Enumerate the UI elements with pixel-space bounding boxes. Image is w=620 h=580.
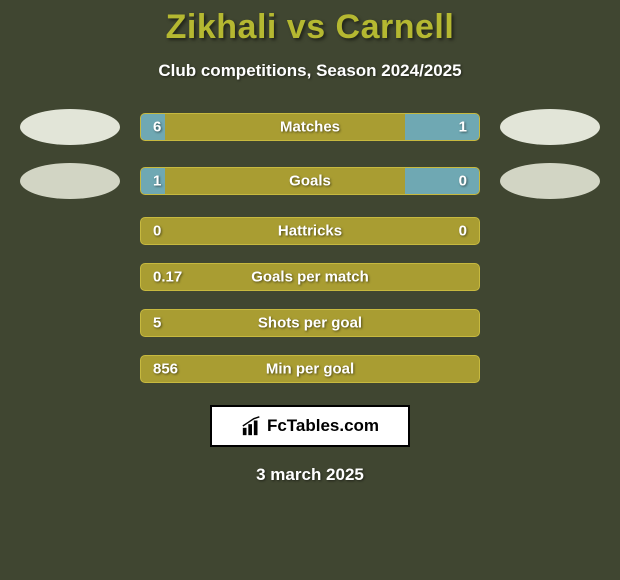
stat-label: Shots per goal bbox=[258, 315, 362, 332]
stat-row: 0.17 Goals per match bbox=[0, 263, 620, 291]
footer-date: 3 march 2025 bbox=[0, 465, 620, 485]
stat-label: Goals bbox=[289, 173, 331, 190]
stat-bar: 0 Hattricks 0 bbox=[140, 217, 480, 245]
stat-left-value: 856 bbox=[153, 361, 178, 378]
stat-row: 856 Min per goal bbox=[0, 355, 620, 383]
player-left-oval bbox=[20, 109, 120, 145]
stat-left-value: 0.17 bbox=[153, 269, 182, 286]
page-subtitle: Club competitions, Season 2024/2025 bbox=[0, 61, 620, 81]
comparison-infographic: Zikhali vs Carnell Club competitions, Se… bbox=[0, 0, 620, 485]
brand-text: FcTables.com bbox=[267, 416, 379, 436]
brand-logo: FcTables.com bbox=[210, 405, 410, 447]
stat-right-value: 0 bbox=[459, 173, 467, 190]
stat-label: Hattricks bbox=[278, 223, 342, 240]
bar-right-segment bbox=[405, 114, 479, 140]
stat-label: Goals per match bbox=[251, 269, 369, 286]
stat-right-value: 1 bbox=[459, 119, 467, 136]
stat-row: 0 Hattricks 0 bbox=[0, 217, 620, 245]
stat-left-value: 6 bbox=[153, 119, 161, 136]
page-title: Zikhali vs Carnell bbox=[0, 8, 620, 47]
stat-left-value: 1 bbox=[153, 173, 161, 190]
stat-row: 1 Goals 0 bbox=[0, 163, 620, 199]
stat-bar: 6 Matches 1 bbox=[140, 113, 480, 141]
bar-right-segment bbox=[405, 168, 479, 194]
stat-left-value: 5 bbox=[153, 315, 161, 332]
stat-right-value: 0 bbox=[459, 223, 467, 240]
player-right-oval bbox=[500, 163, 600, 199]
stat-row: 5 Shots per goal bbox=[0, 309, 620, 337]
player-left-oval bbox=[20, 163, 120, 199]
stat-bar: 1 Goals 0 bbox=[140, 167, 480, 195]
stat-label: Min per goal bbox=[266, 361, 354, 378]
player-right-oval bbox=[500, 109, 600, 145]
stat-row: 6 Matches 1 bbox=[0, 109, 620, 145]
stat-bar: 5 Shots per goal bbox=[140, 309, 480, 337]
chart-bars-icon bbox=[241, 415, 263, 437]
stat-bar: 0.17 Goals per match bbox=[140, 263, 480, 291]
stat-left-value: 0 bbox=[153, 223, 161, 240]
stats-rows: 6 Matches 1 1 Goals 0 0 Hattricks 0 0.17 Goals per… bbox=[0, 109, 620, 383]
stat-label: Matches bbox=[280, 119, 340, 136]
stat-bar: 856 Min per goal bbox=[140, 355, 480, 383]
